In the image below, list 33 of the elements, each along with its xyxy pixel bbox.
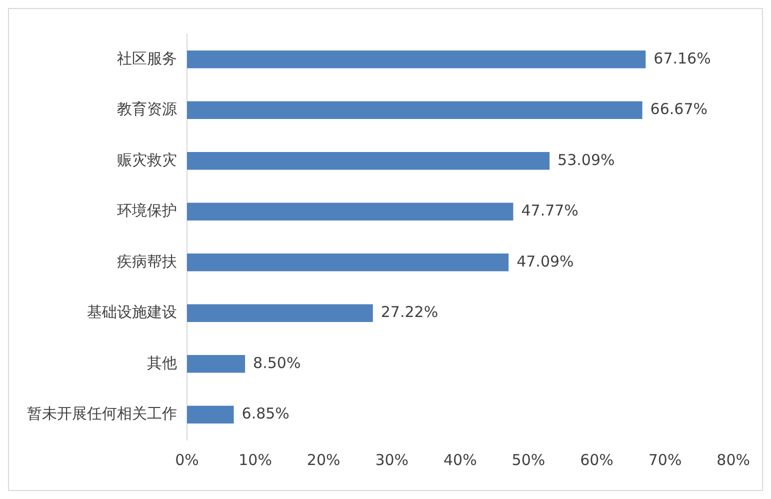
- bar: [187, 354, 246, 373]
- y-tick-label: 基础设施建设: [87, 303, 177, 322]
- data-label: 6.85%: [242, 404, 290, 423]
- data-label: 67.16%: [654, 49, 711, 68]
- y-tick-label: 环境保护: [117, 202, 177, 220]
- x-tick-label: 60%: [580, 450, 614, 469]
- x-tick-label: 20%: [306, 450, 340, 469]
- y-tick-label: 赈灾救灾: [117, 150, 177, 169]
- bar: [187, 304, 373, 322]
- x-tick-label: 50%: [512, 450, 546, 469]
- bar: [187, 101, 642, 120]
- data-label: 66.67%: [650, 100, 708, 118]
- y-tick-label: 社区服务: [117, 49, 177, 68]
- y-tick-label: 暂未开展任何相关工作: [27, 404, 177, 423]
- bar: [187, 202, 514, 221]
- x-tick-label: 70%: [648, 450, 682, 469]
- data-label: 47.09%: [516, 252, 574, 270]
- data-label: 8.50%: [253, 354, 301, 372]
- y-tick-label: 其他: [147, 354, 177, 372]
- x-tick-label: 30%: [375, 450, 409, 469]
- bar: [187, 406, 234, 424]
- x-tick-label: 80%: [716, 450, 750, 469]
- bar: [187, 152, 550, 170]
- x-tick-label: 40%: [443, 450, 477, 469]
- data-label: 27.22%: [380, 303, 438, 322]
- data-label: 53.09%: [558, 150, 615, 169]
- data-label: 47.77%: [521, 202, 578, 220]
- bar: [187, 50, 646, 68]
- y-tick-label: 疾病帮扶: [117, 252, 177, 270]
- x-tick-label: 10%: [238, 450, 272, 469]
- bar: [187, 253, 509, 272]
- x-tick-label: 0%: [175, 450, 199, 469]
- y-tick-label: 教育资源: [117, 100, 177, 118]
